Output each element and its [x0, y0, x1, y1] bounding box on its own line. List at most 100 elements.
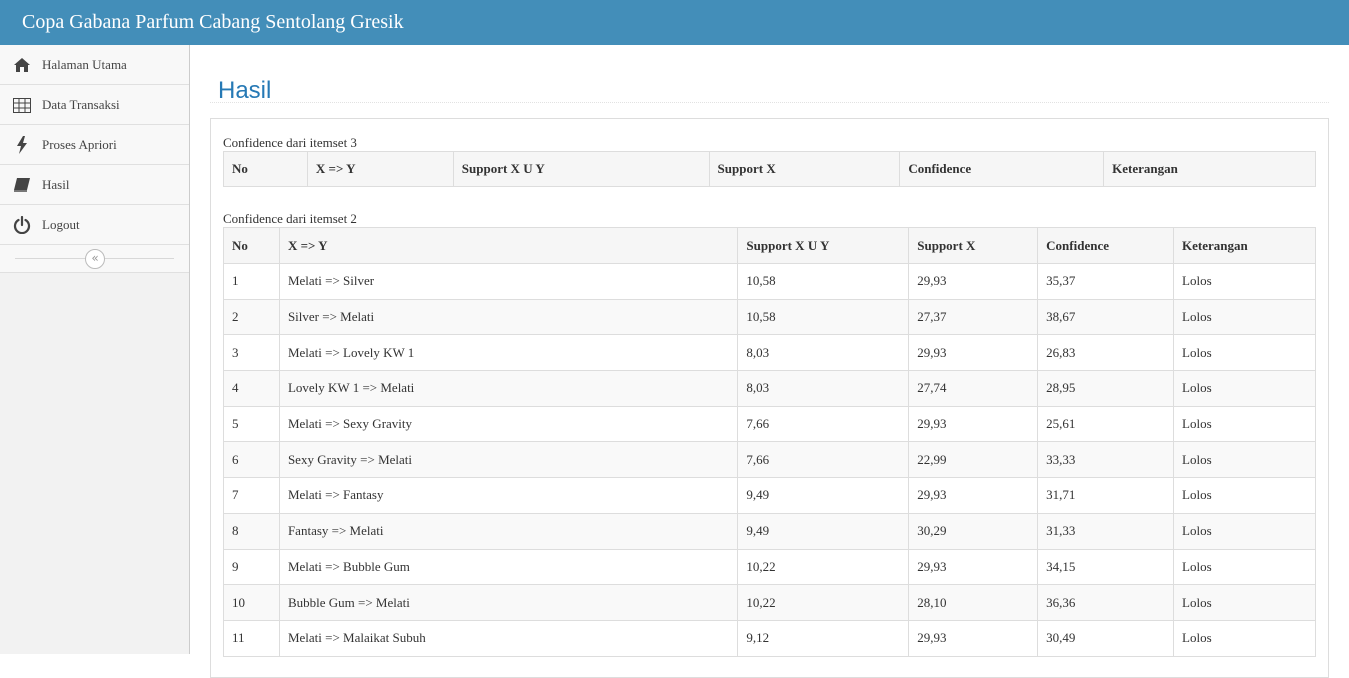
table-cell: 10,58 — [737, 263, 910, 300]
table-cell: 4 — [223, 370, 280, 407]
table-cell: 5 — [223, 405, 280, 443]
table-icon — [12, 95, 32, 115]
sidebar-item-data-transaksi[interactable]: Data Transaksi — [0, 85, 189, 125]
table-cell: 29,93 — [908, 477, 1039, 514]
table-row: 1 Melati => Silver 10,58 29,93 35,37 Lolos — [223, 263, 1316, 300]
table-cell: 30,29 — [908, 512, 1039, 550]
sidebar-item-label: Hasil — [42, 177, 70, 192]
table-cell: Melati => Lovely KW 1 — [278, 334, 739, 372]
table-cell: Melati => Fantasy — [278, 477, 739, 514]
table-cell: Lolos — [1173, 619, 1316, 657]
table-cell: 3 — [223, 334, 280, 372]
sidebar-item-logout[interactable]: Logout — [0, 205, 189, 245]
table-row: 6 Sexy Gravity => Melati 7,66 22,99 33,33 Lol… — [223, 441, 1316, 479]
table-row: 9 Melati => Bubble Gum 10,22 29,93 34,15 Lolo… — [223, 548, 1316, 586]
table-cell: 10 — [223, 584, 280, 621]
table-cell: 9 — [223, 548, 280, 586]
table-cell: 33,33 — [1037, 441, 1175, 479]
book-icon — [12, 175, 32, 195]
table-cell: Lolos — [1173, 441, 1316, 479]
table-cell: 25,61 — [1037, 405, 1175, 443]
table-cell: Lolos — [1173, 298, 1316, 336]
table-cell: 34,15 — [1037, 548, 1175, 586]
table-cell: 8,03 — [737, 334, 910, 372]
table-cell: 36,36 — [1037, 584, 1175, 621]
table-header-row: No X => Y Support X U Y Support X Confid… — [223, 151, 1316, 187]
column-header: No — [223, 227, 280, 264]
column-header: X => Y — [278, 227, 739, 264]
table-cell: 10,22 — [737, 548, 910, 586]
table-row: 7 Melati => Fantasy 9,49 29,93 31,71 Lolos — [223, 477, 1316, 514]
table-cell: 22,99 — [908, 441, 1039, 479]
sidebar-item-label: Halaman Utama — [42, 57, 127, 72]
table-row: 8 Fantasy => Melati 9,49 30,29 31,33 Lolos — [223, 512, 1316, 550]
table-cell: Melati => Bubble Gum — [278, 548, 739, 586]
table-cell: 31,33 — [1037, 512, 1175, 550]
table-cell: 1 — [223, 263, 280, 300]
app-title[interactable]: Copa Gabana Parfum Cabang Sentolang Gres… — [22, 11, 404, 33]
column-header: Support X — [908, 227, 1039, 264]
table-cell: 2 — [223, 298, 280, 336]
column-header: Support X — [708, 151, 901, 187]
table-cell: Lolos — [1173, 370, 1316, 407]
table-cell: Melati => Malaikat Subuh — [278, 619, 739, 657]
table-cell: Bubble Gum => Melati — [278, 584, 739, 621]
divider — [210, 102, 1329, 103]
itemset3-caption: Confidence dari itemset 3 — [223, 135, 357, 150]
sidebar-item-halaman-utama[interactable]: Halaman Utama — [0, 45, 189, 85]
sidebar-item-proses-apriori[interactable]: Proses Apriori — [0, 125, 189, 165]
sidebar: Halaman Utama Data Transaksi Proses Apri… — [0, 45, 190, 654]
table-cell: 8 — [223, 512, 280, 550]
table-cell: 29,93 — [908, 548, 1039, 586]
table-cell: Lolos — [1173, 548, 1316, 586]
table-cell: Lolos — [1173, 477, 1316, 514]
home-icon — [12, 55, 32, 75]
table-cell: 9,49 — [737, 477, 910, 514]
table-cell: 38,67 — [1037, 298, 1175, 336]
table-row: 4 Lovely KW 1 => Melati 8,03 27,74 28,95 Lolo… — [223, 370, 1316, 407]
table-cell: 26,83 — [1037, 334, 1175, 372]
table-cell: Melati => Sexy Gravity — [278, 405, 739, 443]
column-header: Keterangan — [1103, 151, 1316, 187]
column-header: Support X U Y — [452, 151, 710, 187]
table-cell: 27,74 — [908, 370, 1039, 407]
itemset2-table: No X => Y Support X U Y Support X Confid… — [223, 227, 1316, 657]
column-header: Confidence — [899, 151, 1105, 187]
table-cell: 6 — [223, 441, 280, 479]
collapse-sidebar-button[interactable]: « — [85, 249, 105, 269]
table-row: 11 Melati => Malaikat Subuh 9,12 29,93 30,49… — [223, 619, 1316, 657]
table-cell: 30,49 — [1037, 619, 1175, 657]
table-cell: Lolos — [1173, 405, 1316, 443]
sidebar-item-label: Proses Apriori — [42, 137, 117, 152]
table-cell: 8,03 — [737, 370, 910, 407]
sidebar-item-label: Data Transaksi — [42, 97, 120, 112]
results-panel: Confidence dari itemset 3 No X => Y Supp… — [210, 118, 1329, 678]
table-cell: 9,49 — [737, 512, 910, 550]
table-cell: 11 — [223, 619, 280, 657]
table-cell: 35,37 — [1037, 263, 1175, 300]
table-cell: Lolos — [1173, 263, 1316, 300]
table-cell: 10,22 — [737, 584, 910, 621]
table-row: 2 Silver => Melati 10,58 27,37 38,67 Lolos — [223, 298, 1316, 336]
table-cell: Fantasy => Melati — [278, 512, 739, 550]
sidebar-item-hasil[interactable]: Hasil — [0, 165, 189, 205]
table-cell: Lolos — [1173, 512, 1316, 550]
table-row: 10 Bubble Gum => Melati 10,22 28,10 36,36 Lol… — [223, 584, 1316, 621]
table-cell: Lovely KW 1 => Melati — [278, 370, 739, 407]
main-content: Hasil Confidence dari itemset 3 No X => … — [190, 45, 1349, 678]
table-cell: 29,93 — [908, 263, 1039, 300]
table-cell: 29,93 — [908, 334, 1039, 372]
column-header: Confidence — [1037, 227, 1175, 264]
column-header: No — [223, 151, 308, 187]
table-cell: 31,71 — [1037, 477, 1175, 514]
table-cell: Lolos — [1173, 584, 1316, 621]
table-cell: Silver => Melati — [278, 298, 739, 336]
table-cell: 7,66 — [737, 441, 910, 479]
table-cell: 9,12 — [737, 619, 910, 657]
column-header: X => Y — [306, 151, 454, 187]
top-navbar: Copa Gabana Parfum Cabang Sentolang Gres… — [0, 0, 1349, 45]
bolt-icon — [12, 135, 32, 155]
itemset3-table: No X => Y Support X U Y Support X Confid… — [223, 151, 1316, 187]
table-cell: 28,10 — [908, 584, 1039, 621]
table-cell: Melati => Silver — [278, 263, 739, 300]
